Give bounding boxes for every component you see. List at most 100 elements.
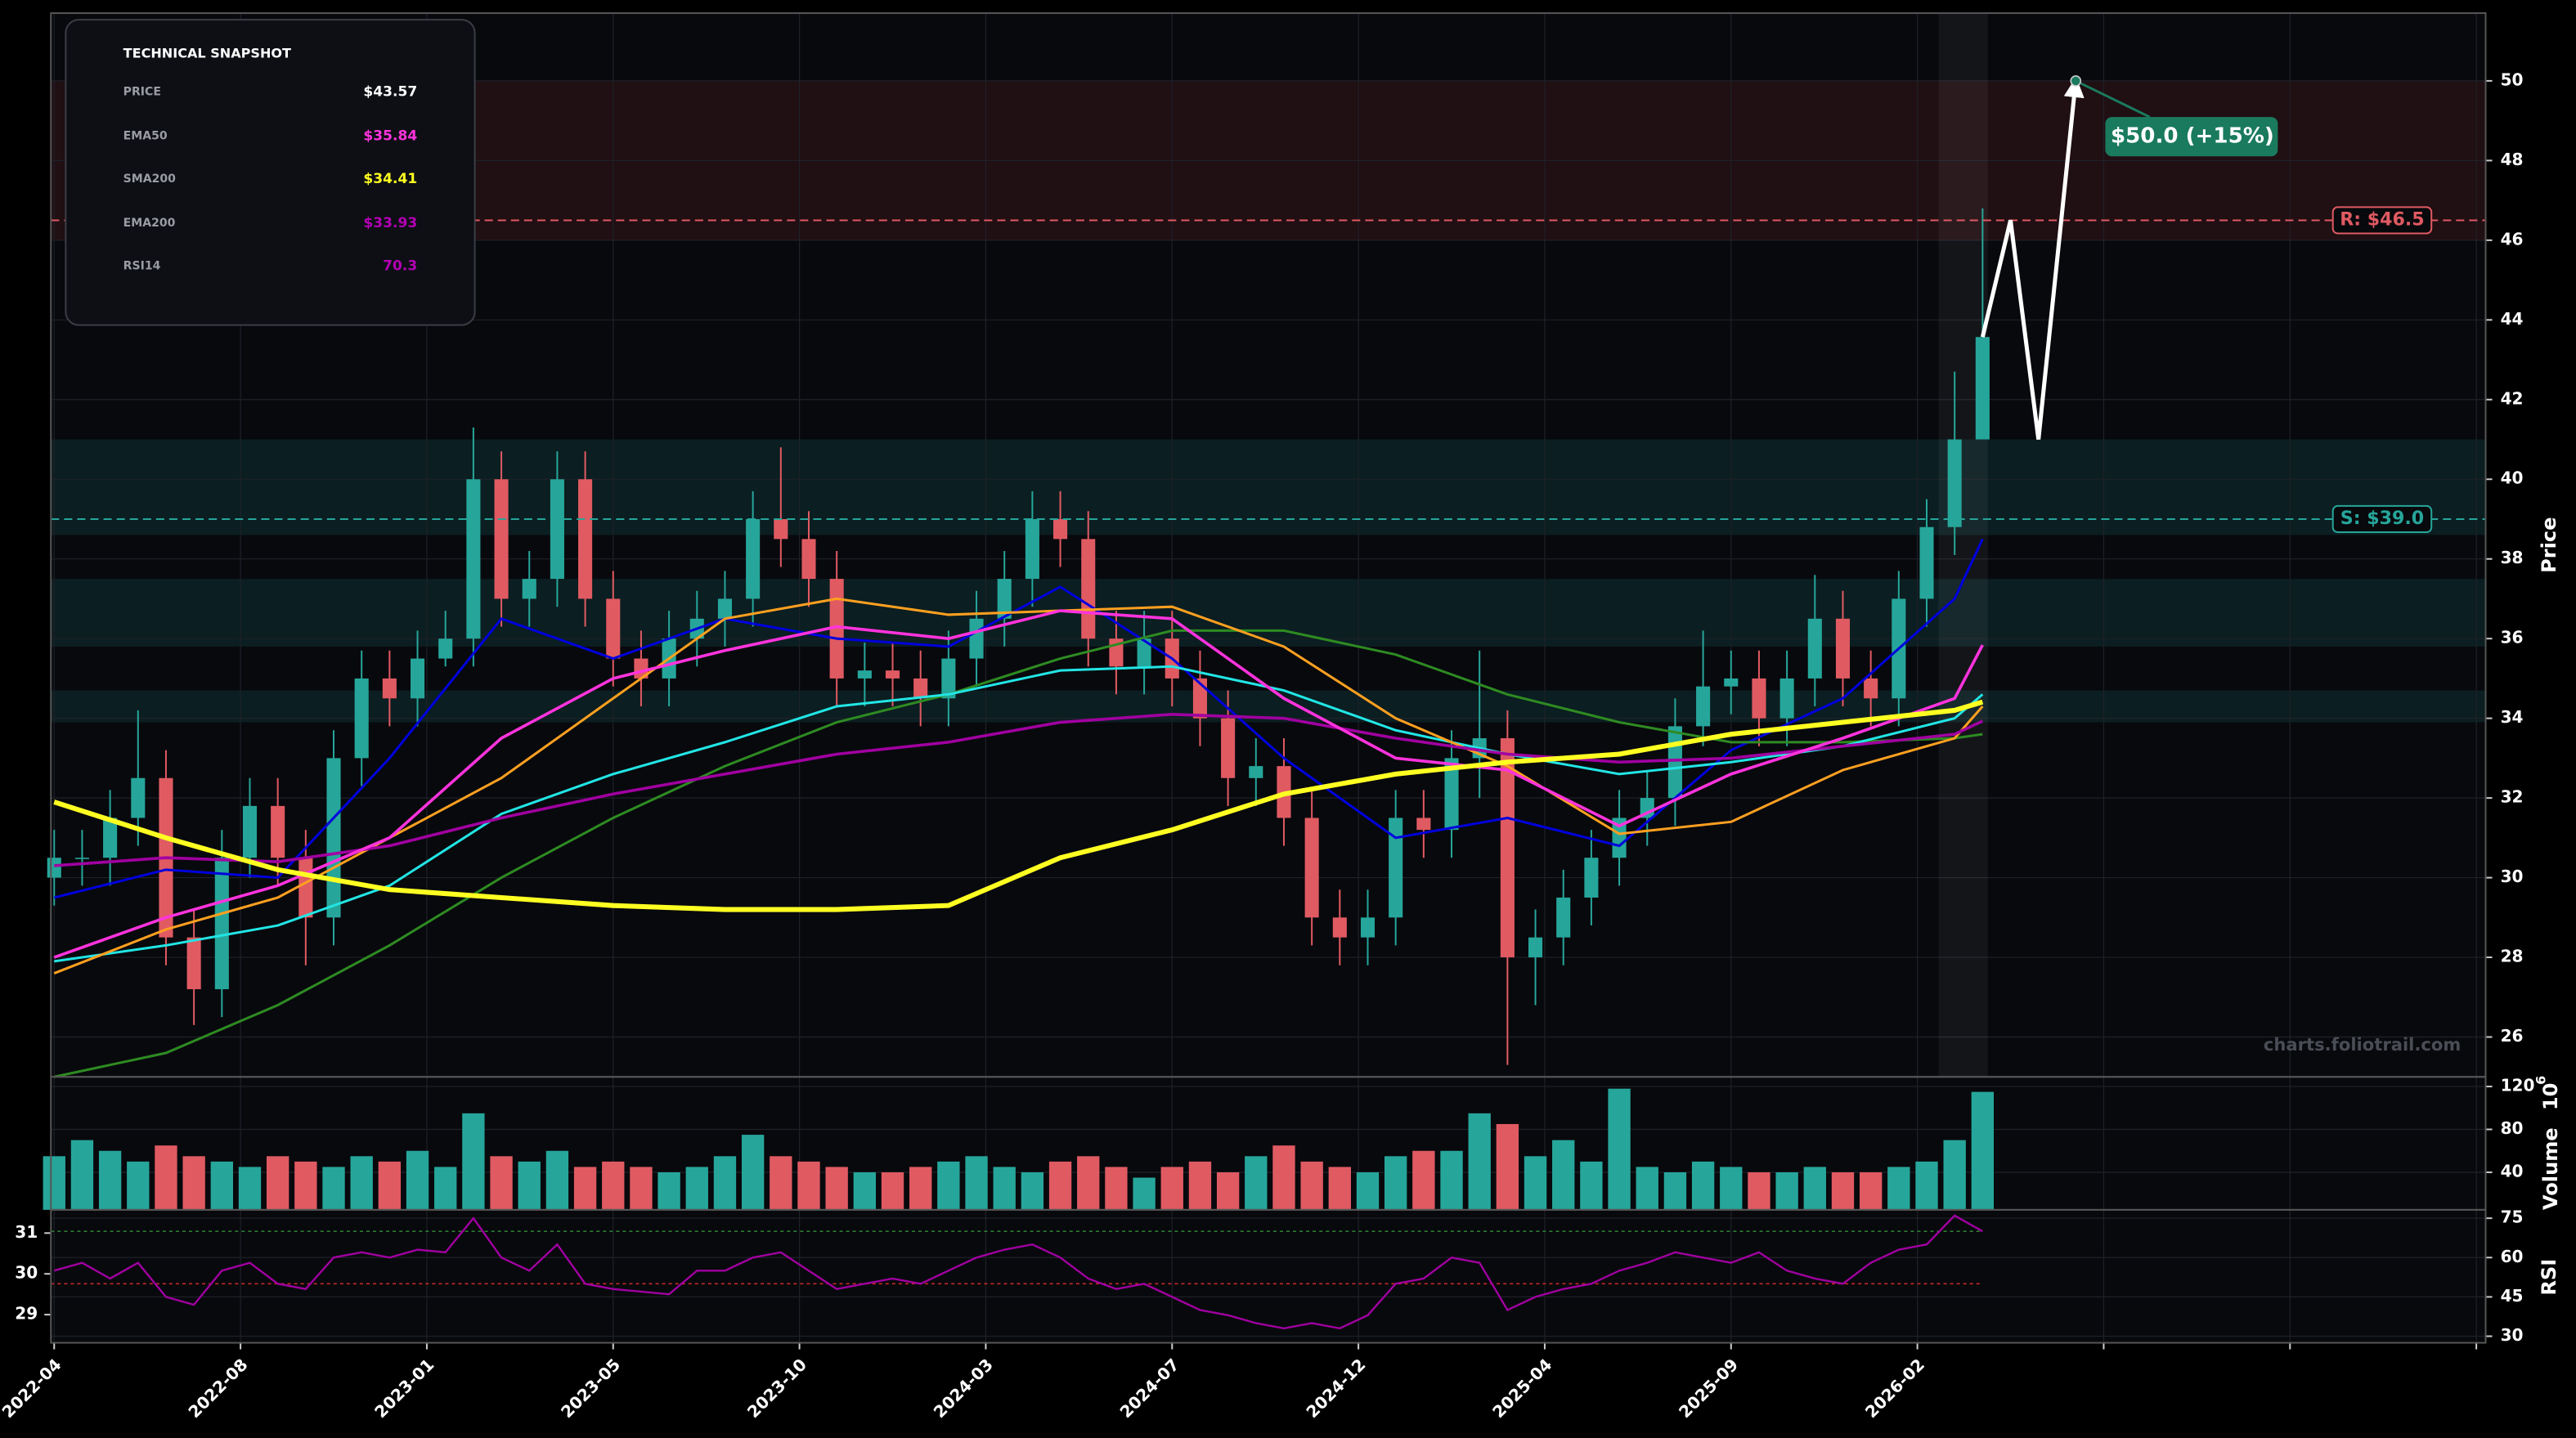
candle-body: [1667, 726, 1682, 799]
volume-bar: [853, 1171, 877, 1210]
snapshot-label: EMA50: [123, 130, 168, 143]
candle-body: [1779, 678, 1794, 719]
candle-body: [1304, 818, 1319, 918]
candle-body: [1025, 518, 1039, 580]
candle-body: [578, 479, 593, 599]
y2-tick-label: 30: [15, 1263, 38, 1283]
zone: [51, 439, 2486, 535]
snapshot-label: SMA200: [123, 172, 177, 186]
snapshot-value: 70.3: [383, 258, 417, 274]
volume-bar: [378, 1161, 402, 1210]
snapshot-value: $35.84: [363, 128, 417, 145]
candle-body: [1919, 526, 1934, 599]
volume-bar: [713, 1156, 737, 1210]
volume-bar: [1831, 1171, 1855, 1210]
candle-body: [1835, 618, 1851, 679]
volume-bar: [1663, 1171, 1687, 1210]
volume-bar: [406, 1150, 429, 1210]
candle-body: [522, 579, 536, 599]
y-tick-label: 38: [2501, 548, 2524, 567]
y-tick-label: 36: [2501, 628, 2524, 647]
volume-bar: [127, 1161, 150, 1210]
volume-bar: [937, 1161, 960, 1210]
snapshot-label: PRICE: [123, 85, 161, 98]
moving-average: [53, 629, 1983, 1078]
y-tick-label: 26: [2501, 1026, 2524, 1046]
volume-bar: [1748, 1171, 1770, 1210]
candle-body: [913, 678, 928, 699]
volume-bar: [965, 1156, 988, 1210]
volume-bar: [43, 1156, 65, 1210]
volume-bar: [1021, 1171, 1044, 1210]
candle-body: [1360, 917, 1376, 938]
volume-bar: [1496, 1123, 1519, 1210]
volume-bar: [238, 1167, 262, 1210]
y-tick-label: 60: [2501, 1247, 2524, 1266]
volume-bar: [630, 1167, 653, 1210]
y-tick-label: 48: [2501, 150, 2524, 169]
candle-body: [103, 818, 118, 858]
forecast-leader: [2075, 79, 2151, 119]
y-scale-exponent: 6: [2533, 1076, 2548, 1085]
volume-bar: [462, 1113, 485, 1210]
volume-bar: [322, 1167, 345, 1210]
volume-bar: [1775, 1171, 1798, 1210]
forecast-label-box: [2105, 117, 2278, 157]
y2-tick-label: 31: [15, 1222, 38, 1242]
volume-bar: [1636, 1167, 1658, 1210]
candle-body: [746, 518, 761, 599]
candle-body: [885, 670, 900, 679]
y-tick-label: 120: [2501, 1076, 2535, 1095]
y-tick-label: 32: [2501, 787, 2524, 807]
candle-body: [1416, 818, 1431, 831]
candle-body: [550, 479, 564, 580]
y-tick-label: 44: [2501, 309, 2524, 329]
candle-body: [214, 858, 229, 990]
candle-body: [1221, 718, 1236, 778]
volume-bar: [1552, 1140, 1575, 1210]
candle-body: [941, 658, 956, 699]
volume-bar: [155, 1145, 177, 1210]
candle-body: [1081, 539, 1096, 639]
volume-bar: [1803, 1167, 1826, 1210]
snapshot-value: $43.57: [363, 83, 417, 100]
candle-body: [1192, 678, 1207, 719]
moving-average: [54, 665, 1984, 963]
candle-body: [1807, 618, 1822, 679]
volume-bar: [545, 1150, 569, 1210]
volume-bar: [1160, 1167, 1183, 1210]
volume-bar: [657, 1171, 680, 1210]
candle-body: [1249, 766, 1263, 778]
snapshot-title: TECHNICAL SNAPSHOT: [123, 46, 291, 61]
volume-bar: [1608, 1088, 1631, 1210]
candle-body: [1137, 638, 1151, 667]
candle-body: [717, 598, 733, 619]
volume-bar: [210, 1161, 233, 1210]
candle-body: [186, 937, 201, 990]
candle-body: [1528, 937, 1543, 958]
volume-bar: [1580, 1161, 1603, 1210]
volume-bar: [1077, 1156, 1100, 1210]
candle-body: [1500, 738, 1515, 958]
candle-body: [1975, 337, 1990, 440]
candle-body: [131, 777, 146, 818]
volume-bar: [770, 1156, 792, 1210]
volume-bar: [518, 1161, 541, 1210]
volume-bar: [266, 1156, 289, 1210]
candle-body: [857, 670, 872, 679]
level-label-box: [2331, 206, 2433, 235]
candle-body: [1752, 678, 1766, 719]
volume-bar: [1887, 1167, 1910, 1210]
volume-bar: [825, 1167, 848, 1210]
candle-body: [1389, 818, 1403, 918]
volume-bar: [1720, 1167, 1743, 1210]
candle-body: [969, 618, 984, 659]
candle-body: [47, 858, 61, 878]
candle-body: [1612, 818, 1627, 858]
candle-body: [1444, 758, 1459, 831]
volume-bar: [1384, 1156, 1407, 1210]
volume-bar: [1105, 1167, 1128, 1210]
volume-bar: [1188, 1161, 1212, 1210]
snapshot-value: $34.41: [363, 171, 417, 187]
